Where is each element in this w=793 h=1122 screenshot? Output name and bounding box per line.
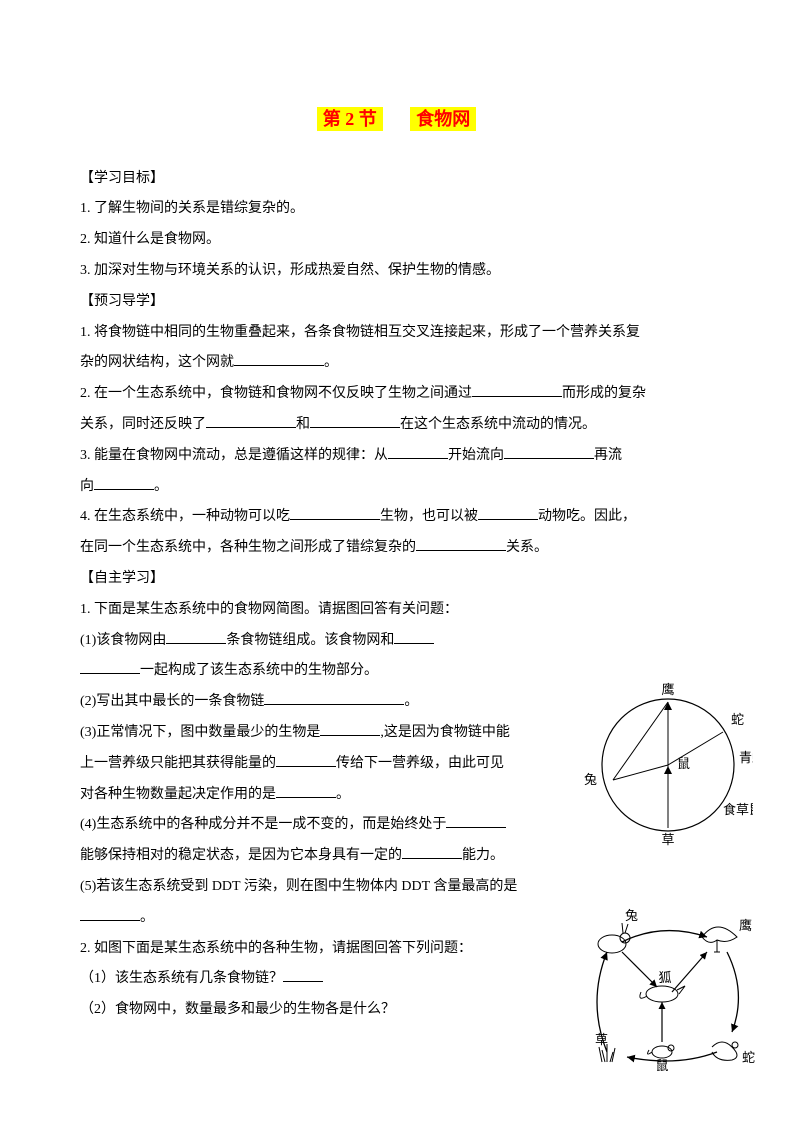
preview-q2-line2: 关系，同时还反映了 和 在这个生态系统中流动的情况。 — [80, 410, 713, 441]
preview-q2: 2. 在一个生态系统中，食物链和食物网不仅反映了生物之间通过 而形成的复杂 — [80, 379, 713, 410]
self-q1-1c: 一起构成了该生态系统中的生物部分。 — [140, 663, 378, 678]
preview-q4-a: 4. 在生态系统中，一种动物可以吃 — [80, 509, 290, 524]
blank[interactable] — [166, 629, 226, 644]
goal-3: 3. 加深对生物与环境关系的认识，形成热爱自然、保护生物的情感。 — [80, 256, 713, 287]
blank[interactable] — [472, 382, 562, 397]
preview-q2-d: 和 — [296, 417, 310, 432]
fox-icon — [640, 986, 685, 1002]
d2-rabbit: 兔 — [625, 908, 638, 923]
preview-q3-c: 再流 — [594, 448, 622, 463]
goals-header: 【学习目标】 — [80, 164, 713, 195]
self-q1-1a: (1)该食物网由 — [80, 633, 166, 648]
self-q1-2a: (2)写出其中最长的一条食物链 — [80, 694, 264, 709]
preview-q3-b: 开始流向 — [448, 448, 504, 463]
blank[interactable] — [446, 813, 506, 828]
rabbit-icon — [598, 923, 630, 953]
preview-q1-a: 1. 将食物链中相同的生物重叠起来，各条食物链相互交叉连接起来，形成了一个营养关… — [80, 325, 640, 340]
preview-q1-c: 。 — [324, 355, 338, 370]
title-section: 第 2 节 — [317, 107, 383, 131]
self-header: 【自主学习】 — [80, 564, 713, 595]
eagle-icon — [702, 927, 737, 952]
blank[interactable] — [206, 413, 296, 428]
preview-q4: 4. 在生态系统中，一种动物可以吃 生物，也可以被 动物吃。因此， — [80, 502, 713, 533]
blank[interactable] — [234, 351, 324, 366]
blank[interactable] — [394, 629, 434, 644]
self-q1-3b: ,这是因为食物链中能 — [380, 725, 510, 740]
preview-q4-c: 动物吃。因此， — [538, 509, 636, 524]
preview-q3-a: 3. 能量在食物网中流动，总是遵循这样的规律：从 — [80, 448, 388, 463]
preview-q4-b: 生物，也可以被 — [380, 509, 478, 524]
goal-2: 2. 知道什么是食物网。 — [80, 225, 713, 256]
self-q1-1b: 条食物链组成。该食物网和 — [226, 633, 394, 648]
preview-q1-line2: 杂的网状结构，这个网就 。 — [80, 348, 713, 379]
self-q1-1: (1)该食物网由 条食物链组成。该食物网和 — [80, 626, 713, 657]
blank[interactable] — [264, 690, 404, 705]
blank[interactable] — [416, 536, 506, 551]
preview-q3-e: 。 — [154, 479, 168, 494]
preview-q1: 1. 将食物链中相同的生物重叠起来，各条食物链相互交叉连接起来，形成了一个营养关… — [80, 318, 713, 349]
preview-q1-b: 杂的网状结构，这个网就 — [80, 355, 234, 370]
blank[interactable] — [290, 505, 380, 520]
d2-grass: 草 — [595, 1032, 608, 1047]
d2-fox: 狐 — [658, 970, 671, 985]
d2-mouse: 鼠 — [655, 1058, 668, 1072]
self-q1-3a: (3)正常情况下，图中数量最少的生物是 — [80, 725, 320, 740]
foodweb-diagram-2: 兔 鹰 狐 蛇 鼠 草 — [567, 902, 757, 1072]
preview-q2-e: 在这个生态系统中流动的情况。 — [400, 417, 596, 432]
blank[interactable] — [94, 475, 154, 490]
blank[interactable] — [320, 721, 380, 736]
preview-q4-d: 在同一个生态系统中，各种生物之间形成了错综复杂的 — [80, 540, 416, 555]
self-q1-4b: 能够保持相对的稳定状态，是因为它本身具有一定的 — [80, 848, 402, 863]
preview-q3-line2: 向。 — [80, 472, 713, 503]
self-q1-3c: 上一营养级只能把其获得能量的 — [80, 756, 276, 771]
self-q1-2b: 。 — [404, 694, 418, 709]
snake-icon — [712, 1042, 738, 1060]
goal-1: 1. 了解生物间的关系是错综复杂的。 — [80, 194, 713, 225]
d1-insect: 食草昆虫 — [723, 802, 753, 817]
preview-q4-line2: 在同一个生态系统中，各种生物之间形成了错综复杂的 关系。 — [80, 533, 713, 564]
preview-q4-e: 关系。 — [506, 540, 548, 555]
mouse-icon — [648, 1045, 674, 1058]
preview-q2-c: 关系，同时还反映了 — [80, 417, 206, 432]
d1-mouse: 鼠 — [677, 756, 690, 771]
blank[interactable] — [80, 906, 140, 921]
blank[interactable] — [504, 444, 594, 459]
preview-q3: 3. 能量在食物网中流动，总是遵循这样的规律：从 开始流向 再流 — [80, 441, 713, 472]
d1-grass: 草 — [661, 832, 674, 847]
d1-frog: 青蛙 — [739, 750, 753, 765]
self-q1-3e: 对各种生物数量起决定作用的是 — [80, 787, 276, 802]
blank[interactable] — [388, 444, 448, 459]
self-q1-3f: 。 — [336, 787, 350, 802]
blank[interactable] — [283, 967, 323, 982]
self-q1-3d: 传给下一营养级，由此可见 — [336, 756, 504, 771]
d1-top: 鹰 — [661, 682, 674, 697]
foodweb-diagram-1: 鹰 蛇 青蛙 食草昆虫 草 兔 鼠 — [583, 680, 753, 850]
self-q1-4c: 能力。 — [462, 848, 504, 863]
self-q1-4a: (4)生态系统中的各种成分并不是一成不变的，而是始终处于 — [80, 817, 446, 832]
preview-header: 【预习导学】 — [80, 287, 713, 318]
self-q1-5b: 。 — [140, 910, 154, 925]
d1-snake: 蛇 — [731, 712, 744, 727]
self-q1: 1. 下面是某生态系统中的食物网简图。请据图回答有关问题： — [80, 595, 713, 626]
preview-q2-b: 而形成的复杂 — [562, 386, 646, 401]
preview-q3-d: 向 — [80, 479, 94, 494]
blank[interactable] — [402, 844, 462, 859]
blank[interactable] — [310, 413, 400, 428]
self-q1-5a: (5)若该生态系统受到 DDT 污染，则在图中生物体内 DDT 含量最高的是 — [80, 879, 517, 894]
d1-rabbit: 兔 — [584, 772, 597, 787]
blank[interactable] — [478, 505, 538, 520]
d2-snake: 蛇 — [742, 1050, 755, 1065]
blank[interactable] — [276, 752, 336, 767]
blank[interactable] — [80, 659, 140, 674]
page-title: 第 2 节 食物网 — [80, 100, 713, 140]
preview-q2-a: 2. 在一个生态系统中，食物链和食物网不仅反映了生物之间通过 — [80, 386, 472, 401]
blank[interactable] — [276, 783, 336, 798]
title-name: 食物网 — [410, 107, 476, 131]
worksheet-page: 第 2 节 食物网 【学习目标】 1. 了解生物间的关系是错综复杂的。 2. 知… — [0, 0, 793, 1122]
self-q2-1-text: （1）该生态系统有几条食物链？ — [80, 971, 283, 986]
d2-eagle: 鹰 — [739, 918, 752, 933]
